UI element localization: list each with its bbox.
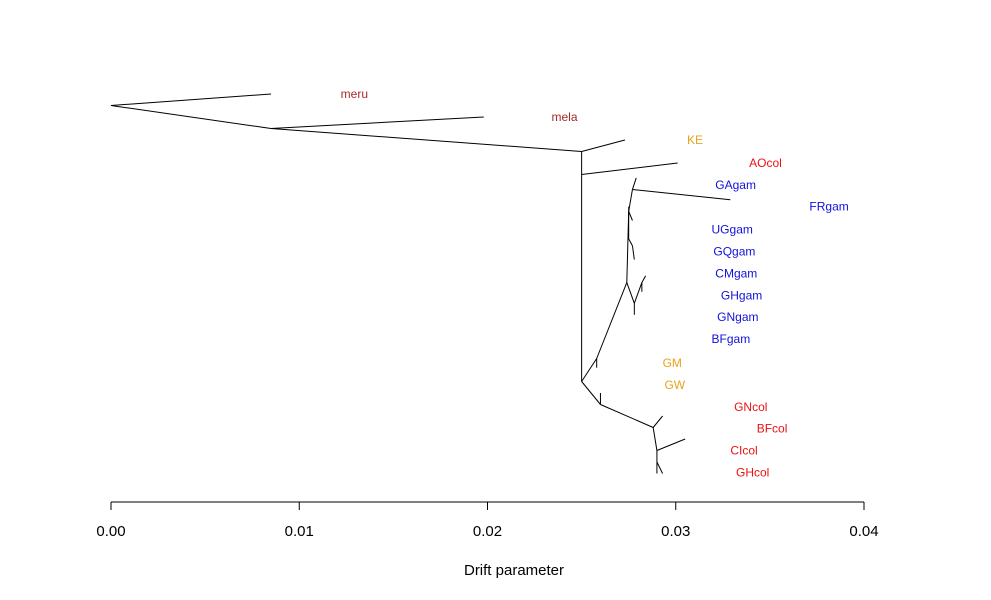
tree-branch [270,116,484,129]
tree-branch [596,282,628,359]
tip-label-mela: mela [552,110,578,124]
tip-label-gw: GW [664,378,685,392]
tree-branch [110,93,272,106]
tree-branch [641,275,647,283]
tip-label-ghgam: GHgam [721,288,762,302]
tree-branch [581,162,678,175]
tip-label-bfgam: BFgam [712,332,751,346]
tree-branch [581,358,598,382]
x-tick-label: 0.04 [849,523,878,540]
x-axis: 0.00 0.01 0.02 0.03 0.04 [96,501,879,540]
tree-branch [581,381,601,405]
tree-branch [633,282,643,304]
tree-branch [628,189,633,212]
tip-label-gm: GM [663,356,682,370]
tree-branches [110,93,731,474]
tree-branch [581,139,626,152]
tree-branch [652,427,658,451]
x-axis-title: Drift parameter [464,562,564,579]
tree-branch [652,415,663,428]
tip-label-cmgam: CMgam [715,266,757,280]
tree-branch [270,128,582,152]
tree-branch [600,404,654,428]
tip-label-meru: meru [341,87,368,101]
tip-labels: meru mela KE AOcol GAgam FRgam UGgam GQgam CMgam… [341,87,849,479]
tip-label-gqgam: GQgam [713,245,755,259]
tree-branch [626,282,635,304]
x-tick-label: 0.00 [96,523,125,540]
tip-label-frgam: FRgam [809,200,848,214]
x-axis-ticks: 0.00 0.01 0.02 0.03 0.04 [96,502,879,540]
tree-branch [631,177,637,190]
tree-branch [628,211,633,221]
tip-label-bfcol: BFcol [757,422,788,436]
tree-branch [656,461,664,474]
tree-branch [632,188,731,201]
tree-branch [628,238,633,247]
tree-branch [656,438,686,451]
tree-branch [631,245,635,260]
x-tick-label: 0.01 [285,523,314,540]
tip-label-uggam: UGgam [712,223,753,237]
x-tick-label: 0.03 [661,523,690,540]
tree-branch [110,105,272,129]
tip-label-ke: KE [687,133,703,147]
tip-label-cicol: CIcol [730,444,757,458]
tip-label-gncol: GNcol [734,400,767,414]
tip-label-gngam: GNgam [717,310,758,324]
tip-label-ghcol: GHcol [736,465,769,479]
x-tick-label: 0.02 [473,523,502,540]
tip-label-gagam: GAgam [715,178,756,192]
tip-label-aocol: AOcol [749,156,782,170]
